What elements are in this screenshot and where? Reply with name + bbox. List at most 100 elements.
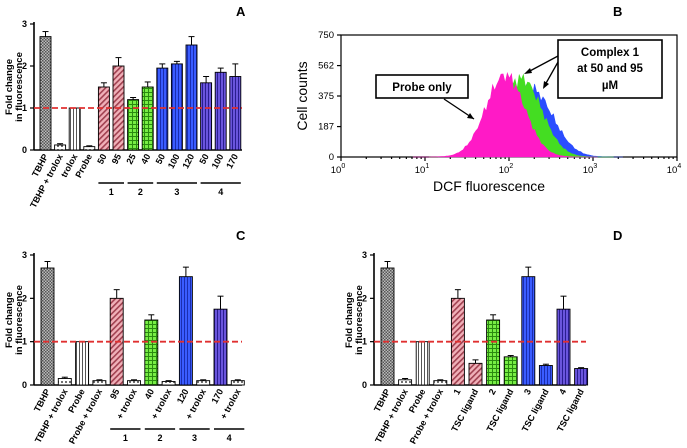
panel-a-group-label: 2: [138, 187, 143, 197]
panel-d-y-axis-title-line: Fold change: [344, 292, 355, 348]
panel-d-bar: [433, 380, 448, 386]
panel-a-bar: [229, 76, 242, 151]
panel-a-category-label: 50: [154, 152, 168, 166]
panel-label-c: C: [236, 228, 246, 243]
panel-c-bar: [40, 267, 55, 386]
panel-c-bar: [213, 308, 228, 386]
panel-a-category-label: 170: [224, 152, 240, 170]
panel-a-y-axis-title-line: Fold change: [4, 59, 15, 115]
panel-d-bar: [503, 356, 518, 386]
panel-c-group-label: 4: [227, 433, 232, 443]
panel-d-y-axis-title-line: in fluorescence: [354, 285, 365, 355]
panel-d-bar: [398, 379, 413, 386]
panel-label-b: B: [613, 4, 622, 19]
panel-a-bar: [200, 82, 213, 151]
panel-b-xtick-base: 10: [499, 165, 510, 176]
panel-c-bar: [161, 381, 176, 386]
panel-b-complex-arrowhead-2: [543, 81, 549, 89]
panel-b-probe-arrowhead: [467, 113, 474, 119]
panel-d-category-label: TSC ligand: [485, 387, 516, 433]
panel-c-y-axis-title-line: Fold change: [4, 292, 15, 348]
panel-b-xtick-label: 100: [331, 163, 346, 176]
panel-b-complex-box: [557, 39, 663, 99]
panel-c-ytick-label: 2: [22, 293, 27, 303]
panel-b-xtick-label: 104: [667, 163, 682, 176]
panel-d-category-label: TSC ligand: [449, 387, 480, 433]
panel-c-group-label: 3: [192, 433, 197, 443]
panel-a-bar: [185, 44, 198, 151]
panel-b-xtick-label: 102: [499, 163, 514, 176]
panel-a-category-label: 100: [210, 152, 226, 170]
panel-d-category-label: 1: [451, 387, 462, 396]
panel-a-category-label: 50: [197, 152, 211, 166]
panel-a-group-label: 3: [174, 187, 179, 197]
panel-d-ytick-label: 3: [362, 250, 367, 260]
panel-d-bar: [538, 365, 553, 386]
panel-b-xtick-base: 10: [331, 165, 342, 176]
panel-b-complex-label-1: Complex 1: [581, 47, 640, 59]
panel-a-category-label: 100: [166, 152, 182, 170]
panel-b-xtick-base: 10: [583, 165, 594, 176]
panel-d-y-axis-title: Fold changein fluorescence: [344, 285, 365, 355]
panel-d-bar: [486, 319, 501, 386]
panel-a-bar: [156, 67, 169, 151]
panel-c-ytick-label: 3: [22, 250, 27, 260]
panel-b-complex-label-2: at 50 and 95: [577, 63, 643, 75]
panel-c-bar: [178, 276, 193, 386]
panel-d-bar: [574, 368, 589, 386]
panel-b-xtick-base: 10: [667, 165, 678, 176]
panel-d-category-label: 4: [557, 387, 568, 396]
panel-b-ytick-label: 187: [318, 122, 334, 133]
panel-b-xtick-label: 103: [583, 163, 598, 176]
panel-b-probe-label: Probe only: [392, 82, 452, 94]
panel-c-ytick-label: 0: [22, 380, 27, 390]
panel-b-ytick-label: 375: [318, 91, 334, 102]
panel-c-ytick-label: 1: [22, 337, 27, 347]
panel-a-category-label: 50: [95, 152, 109, 166]
panel-label-d: D: [613, 228, 622, 243]
panel-b-ytick-label: 750: [318, 30, 334, 41]
panel-c-y-axis-title: Fold changein fluorescence: [4, 285, 25, 355]
panel-a-ytick-label: 3: [22, 19, 27, 29]
panel-b-xtick-exponent: 2: [509, 163, 513, 170]
panel-a-category-label: 95: [110, 152, 124, 166]
panel-a-group-label: 1: [109, 187, 114, 197]
panel-c-category-label: 120: [175, 387, 191, 405]
panel-d-category-label: TSC ligand: [520, 387, 551, 433]
panel-b-complex-arrowhead-1: [524, 68, 532, 74]
panel-d-category-label: 2: [487, 387, 498, 396]
panel-c-y-axis-title-line: in fluorescence: [14, 285, 25, 355]
panel-a-ytick-label: 0: [22, 145, 27, 155]
panel-a-category-label: 40: [139, 152, 153, 166]
panel-a-bar: [97, 86, 110, 151]
panel-d-bar: [380, 267, 395, 386]
panel-a-bar: [170, 63, 183, 151]
panel-a-bar: [141, 86, 154, 151]
panel-label-a: A: [236, 4, 246, 19]
panel-b-complex-arrow-1: [527, 55, 559, 73]
panel-b-ytick-label: 0: [329, 152, 334, 163]
panel-c-bar: [75, 341, 90, 386]
panel-b-xtick-label: 101: [415, 163, 430, 176]
panel-c-category-label: 170: [209, 387, 225, 405]
panel-b-complex-arrow-2: [544, 61, 559, 86]
panel-a-ytick-label: 2: [22, 61, 27, 71]
panel-d-ytick-label: 2: [362, 293, 367, 303]
panel-b-xtick-base: 10: [415, 165, 426, 176]
panel-d-bar: [468, 362, 483, 386]
panel-a-y-axis-title-line: in fluorescence: [14, 52, 25, 122]
panel-d-bar: [415, 341, 430, 386]
panel-b-complex-label-3: µM: [602, 80, 618, 92]
panel-a-bar: [214, 71, 227, 151]
panel-c-bar: [230, 380, 245, 386]
panel-a-group-label: 4: [218, 187, 223, 197]
panel-a-category-label: 25: [124, 152, 138, 166]
panel-d-ytick-label: 1: [362, 337, 367, 347]
panel-c-group-label: 2: [157, 433, 162, 443]
panel-d-category-label: 3: [522, 387, 533, 396]
panel-b-xtick-exponent: 3: [593, 163, 597, 170]
